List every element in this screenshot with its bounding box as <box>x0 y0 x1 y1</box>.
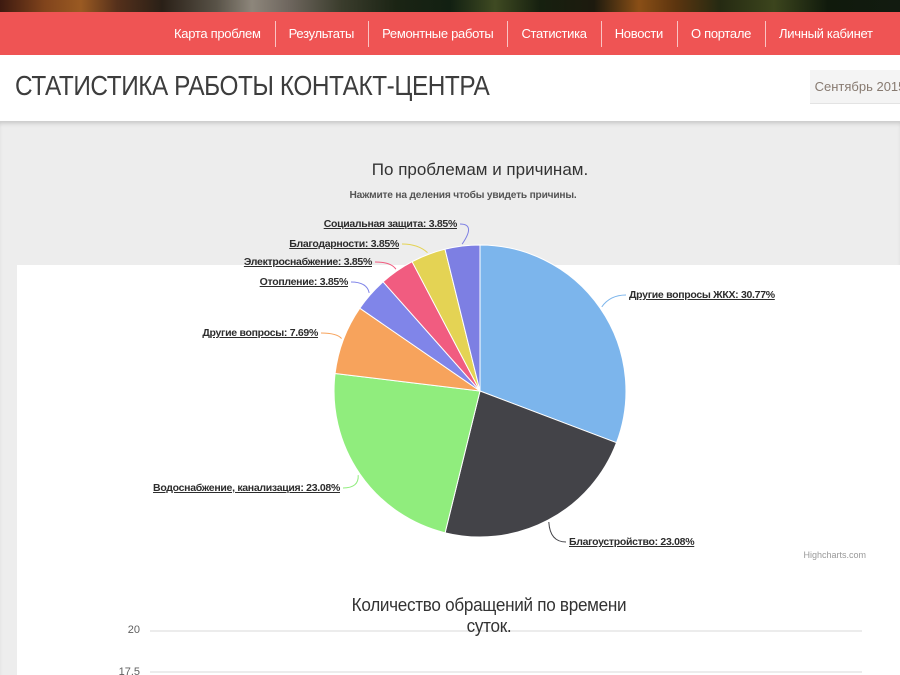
time-chart-gridlines <box>150 630 862 673</box>
period-button[interactable]: Сентябрь 2015 <box>810 70 900 104</box>
nav-item-5[interactable]: О портале <box>676 12 765 55</box>
page-title: СТАТИСТИКА РАБОТЫ КОНТАКТ-ЦЕНТРА <box>15 70 490 101</box>
pie-connector-5 <box>374 261 397 270</box>
time-chart-title: Количество обращений по времени суток. <box>351 595 627 636</box>
pie-slice-7[interactable] <box>444 244 481 392</box>
nav-list: Карта проблем Результаты Ремонтные работы С… <box>0 12 900 55</box>
pie-label-4[interactable]: Отопление: 3.85% <box>259 276 349 288</box>
pie-connector-3 <box>320 332 342 339</box>
nav-item-3[interactable]: Статистика <box>507 12 600 55</box>
pie-label-0[interactable]: Другие вопросы ЖКХ: 30.77% <box>629 289 775 301</box>
y-tick-17-5: 17.5 <box>118 666 140 675</box>
pie-connectors <box>320 223 627 543</box>
pie-chart-subtitle: Нажмите на деления чтобы увидеть причины… <box>349 189 577 201</box>
nav-item-0[interactable]: Карта проблем <box>174 26 261 41</box>
pie-connector-6 <box>401 243 428 253</box>
pie-chart-title: По проблемам и причинам. <box>371 160 589 179</box>
pie-slice-2[interactable] <box>333 373 481 534</box>
pie <box>333 244 627 538</box>
nav-item-4[interactable]: Новости <box>600 12 677 55</box>
pie-connector-0 <box>601 294 627 308</box>
pie-slice-1[interactable] <box>444 390 617 538</box>
pie-label-2[interactable]: Водоснабжение, канализация: 23.08% <box>153 482 340 494</box>
pie-label-7[interactable]: Социальная защита: 3.85% <box>323 218 458 230</box>
header-photo <box>0 0 900 12</box>
y-tick-20: 20 <box>127 624 140 636</box>
pie-label-6[interactable]: Благодарности: 3.85% <box>289 238 399 250</box>
pie-connector-7 <box>459 223 470 245</box>
pie-connector-1 <box>548 521 567 543</box>
top-navigation: Карта проблем Результаты Ремонтные работы С… <box>0 12 900 55</box>
highcharts-credit-link[interactable]: Highcharts.com <box>803 550 866 560</box>
pie-slice-0[interactable] <box>479 244 627 444</box>
pie-label-5[interactable]: Электроснабжение: 3.85% <box>243 256 372 268</box>
pie-label-1[interactable]: Благоустройство: 23.08% <box>569 536 695 548</box>
nav-item-1[interactable]: Результаты <box>274 12 368 55</box>
pie-connector-4 <box>350 281 370 294</box>
pie-label-3[interactable]: Другие вопросы: 7.69% <box>202 327 318 339</box>
content-area <box>0 121 900 675</box>
nav-item-2[interactable]: Ремонтные работы <box>368 12 507 55</box>
nav-item-6[interactable]: Личный кабинет <box>765 12 887 55</box>
pie-connector-2 <box>342 475 359 489</box>
